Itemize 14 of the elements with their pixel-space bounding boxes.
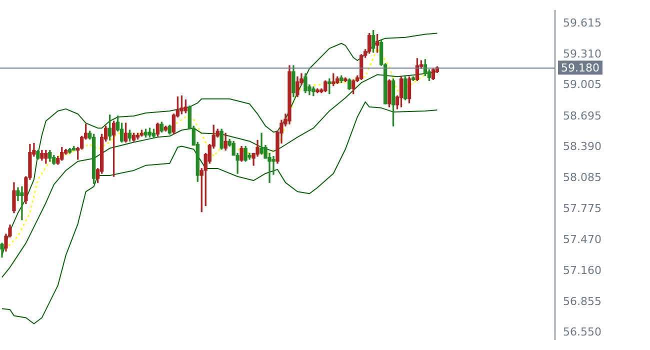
y-tick-label: 56.550 <box>563 326 602 339</box>
candlestick <box>20 186 24 220</box>
ref-line-label: 59.180 <box>561 61 600 74</box>
y-tick-label: 58.085 <box>563 170 602 184</box>
candlestick <box>272 156 276 175</box>
y-tick-label: 57.160 <box>563 264 602 278</box>
y-tick-label: 59.005 <box>563 78 602 92</box>
y-tick-label: 56.855 <box>563 294 602 308</box>
y-tick-label: 57.775 <box>563 202 602 216</box>
y-tick-label: 58.390 <box>563 140 602 154</box>
y-tick-label: 57.470 <box>563 232 602 246</box>
y-tick-label: 59.310 <box>563 47 602 60</box>
y-tick-label: 58.695 <box>563 109 602 122</box>
y-tick-label: 59.615 <box>563 16 602 30</box>
